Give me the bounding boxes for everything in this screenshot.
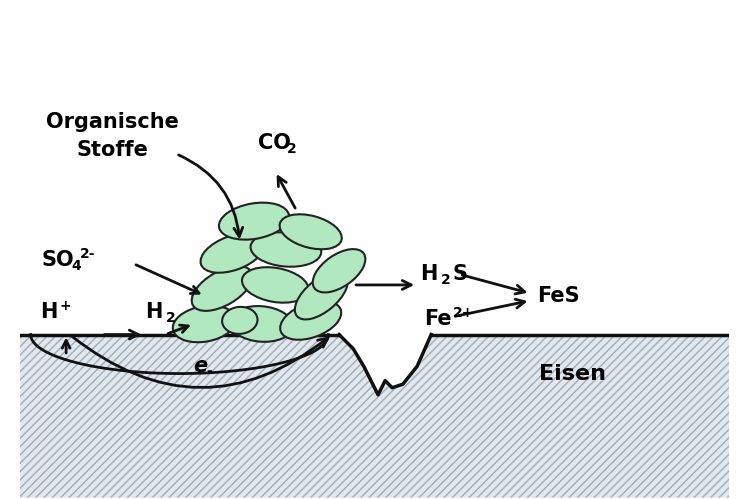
Ellipse shape <box>201 234 265 273</box>
Ellipse shape <box>219 203 289 240</box>
Text: 2: 2 <box>166 311 175 325</box>
Text: 2+: 2+ <box>452 306 474 320</box>
Ellipse shape <box>251 232 321 267</box>
Ellipse shape <box>222 307 258 334</box>
Text: 2-: 2- <box>80 248 96 261</box>
Ellipse shape <box>242 267 309 303</box>
Text: Fe: Fe <box>424 309 452 329</box>
Text: 4: 4 <box>71 259 81 273</box>
Text: 2: 2 <box>440 273 450 287</box>
Ellipse shape <box>192 266 252 311</box>
Text: FeS: FeS <box>538 285 580 305</box>
Ellipse shape <box>279 214 342 250</box>
Text: Stoffe: Stoffe <box>76 140 148 160</box>
Text: SO: SO <box>41 250 74 270</box>
Text: e: e <box>194 356 208 376</box>
Text: H: H <box>421 264 438 284</box>
Ellipse shape <box>173 305 236 342</box>
Polygon shape <box>20 334 729 498</box>
Ellipse shape <box>229 306 293 342</box>
Text: CO: CO <box>258 133 291 153</box>
Text: -: - <box>207 364 212 378</box>
Ellipse shape <box>280 301 342 340</box>
Text: 2: 2 <box>288 142 297 156</box>
Text: Organische: Organische <box>46 112 179 132</box>
Text: +: + <box>60 299 71 313</box>
Ellipse shape <box>295 272 348 319</box>
Ellipse shape <box>313 249 366 292</box>
Text: S: S <box>452 264 467 284</box>
Text: Eisen: Eisen <box>539 364 607 384</box>
Text: H: H <box>145 302 163 322</box>
Text: H: H <box>40 302 57 322</box>
